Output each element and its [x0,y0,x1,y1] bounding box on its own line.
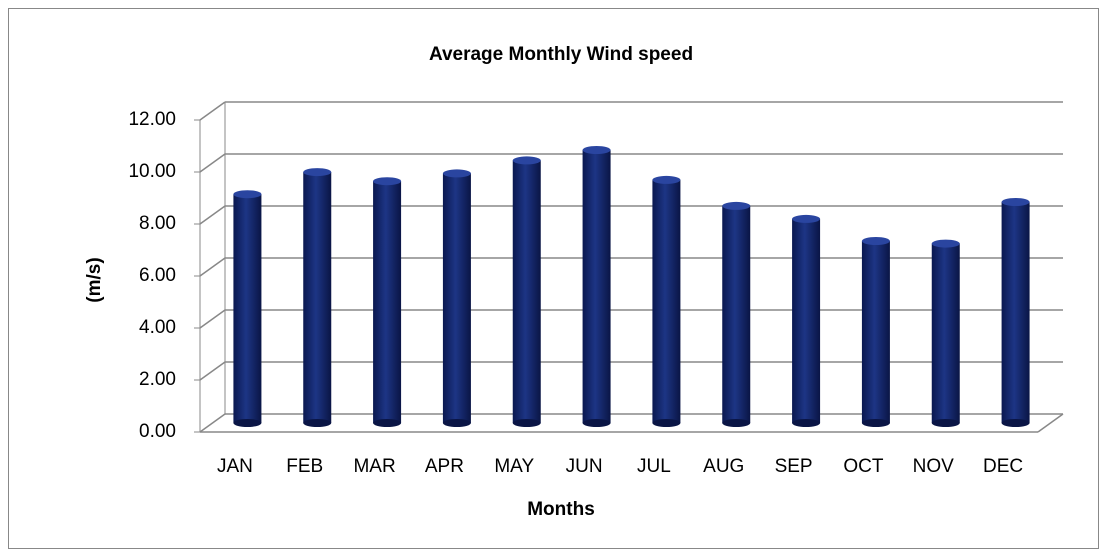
y-tick-label: 6.00 [139,265,176,286]
bar-base [582,419,611,427]
x-tick-label: AUG [703,456,744,477]
y-tick-label: 8.00 [139,213,176,234]
bar-base [1001,419,1030,427]
grid-line-side [199,361,226,381]
bar-cap [512,156,541,165]
x-tick-label: OCT [843,456,884,477]
x-tick-label: APR [425,456,464,477]
bar-base [792,419,821,427]
y-tick-label: 2.00 [139,369,176,390]
floor-right [1037,413,1064,433]
bar [931,243,960,423]
grid-line-side [199,309,226,329]
y-tick-label: 4.00 [139,317,176,338]
x-tick-label: FEB [286,456,323,477]
y-tick-label: 10.00 [128,161,176,182]
bar [582,150,611,423]
y-axis-label: (m/s) [84,257,105,302]
bar-cap [931,239,960,248]
bar-cap [582,146,611,154]
bar [512,160,541,423]
bar-base [931,419,960,427]
x-tick-label: NOV [913,456,955,477]
chart-border [8,8,1099,549]
x-tick-label: SEP [775,456,813,477]
bar-cap [652,175,681,184]
bar-base [861,419,890,427]
grid-line-side [199,257,226,277]
bar-cap [722,201,751,210]
bar-base [652,419,681,427]
bar-cap [373,177,402,186]
bar [233,194,262,423]
x-axis-label: Months [527,499,595,520]
y-tick-label: 0.00 [139,421,176,442]
chart-title: Average Monthly Wind speed [429,44,693,65]
grid-line-side [199,101,226,121]
bar-cap [861,237,890,245]
bar [861,241,890,423]
bar-cap [233,190,262,199]
grid-line-side [199,413,226,433]
bar-cap [792,214,821,223]
bar [652,179,681,423]
bar-base [512,419,541,427]
bar-base [303,419,332,427]
grid-line-side [199,205,226,225]
bar-cap [303,168,332,177]
bar-base [233,419,262,427]
bar [792,218,821,423]
bar [303,172,332,423]
bar-base [722,419,751,427]
y-tick-label: 12.00 [128,109,176,130]
grid-line-side [199,153,226,173]
x-tick-label: JUN [566,456,603,477]
bar-base [442,419,471,427]
bar [442,173,471,423]
bar-cap [442,169,471,178]
bar [373,181,402,423]
bar [1001,202,1030,423]
x-tick-label: MAR [353,456,395,477]
x-tick-label: DEC [983,456,1023,477]
bar-base [373,419,402,427]
bar [722,205,751,423]
x-tick-label: JUL [637,456,671,477]
x-tick-label: MAY [494,456,534,477]
bar-cap [1001,198,1030,206]
x-tick-label: JAN [217,456,253,477]
